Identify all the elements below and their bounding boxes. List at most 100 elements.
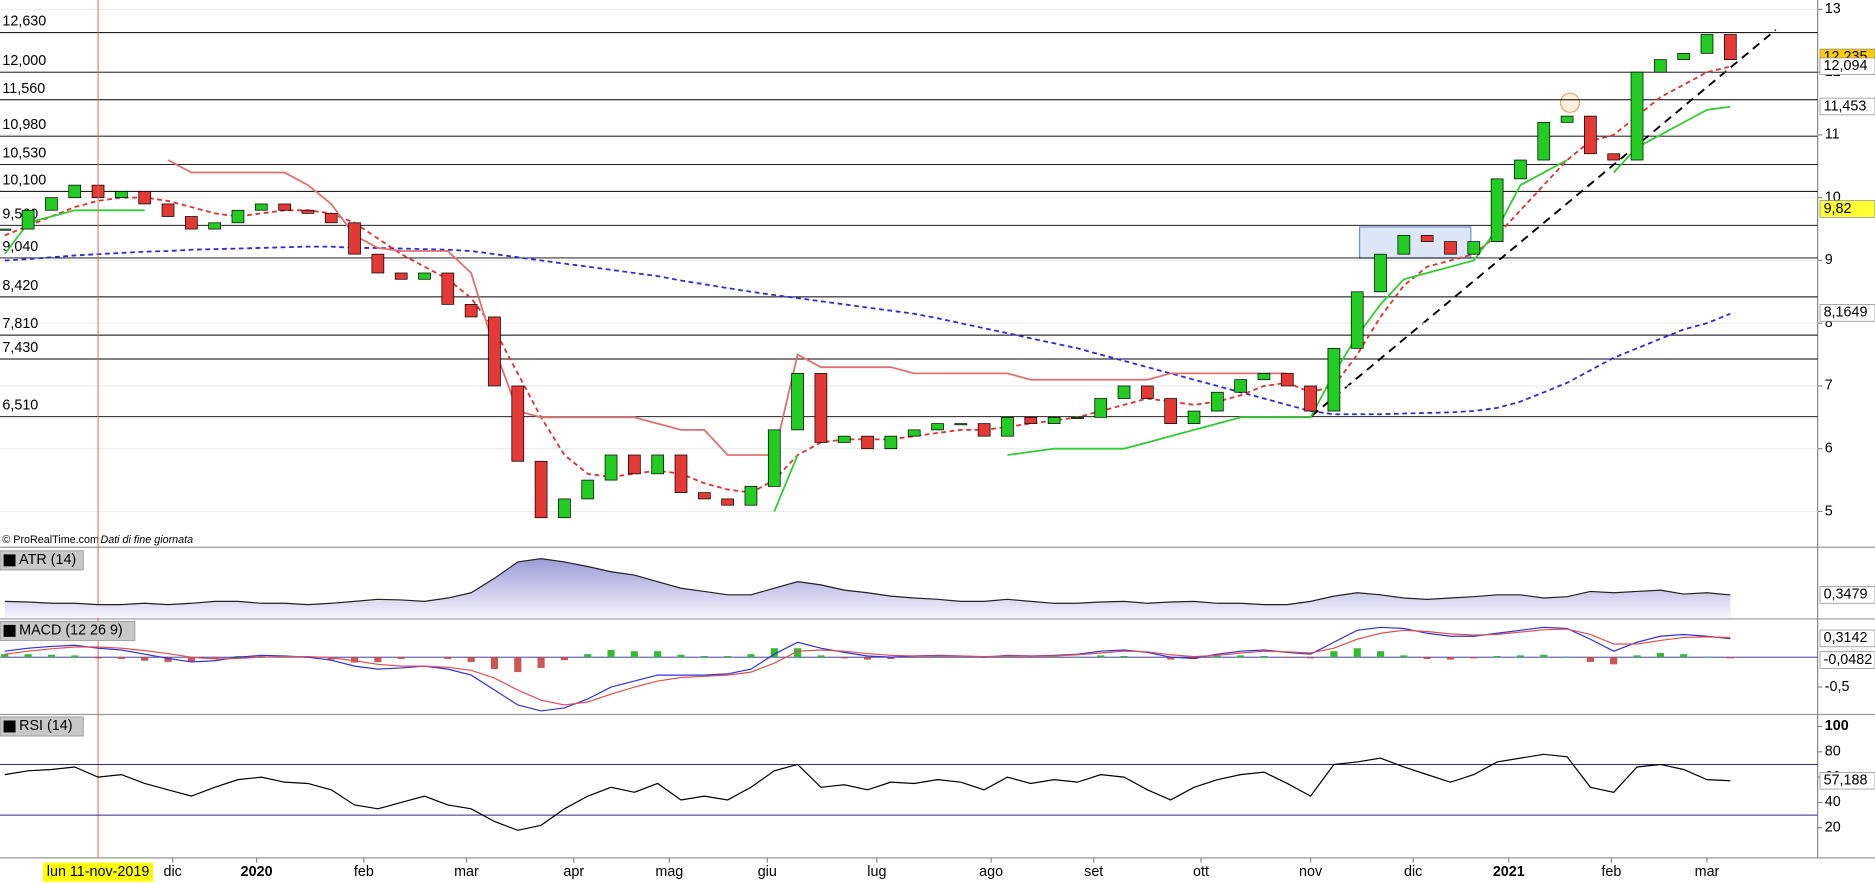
x-tick-label: 2021 xyxy=(1493,864,1525,880)
y-tick-label: 80 xyxy=(1825,744,1841,760)
level-label: 7,810 xyxy=(2,316,38,332)
candle xyxy=(1117,385,1131,399)
candle xyxy=(0,228,12,231)
histogram-bar xyxy=(537,657,545,668)
level-label: 10,530 xyxy=(2,145,46,161)
y-tick-label: 5 xyxy=(1825,503,1833,519)
candle xyxy=(1514,159,1527,180)
histogram-bar xyxy=(863,657,872,660)
level-label: 10,100 xyxy=(2,172,46,188)
histogram-bar xyxy=(1237,655,1245,658)
x-tick-label: apr xyxy=(563,864,584,880)
level-label: 7,430 xyxy=(2,340,38,356)
source-note: Dati di fine giornata xyxy=(100,534,193,546)
histogram-bar xyxy=(1003,656,1012,658)
candle xyxy=(534,460,548,519)
candle xyxy=(511,385,525,462)
candle xyxy=(1187,410,1201,424)
candle xyxy=(884,435,898,450)
candle xyxy=(744,486,758,506)
x-tick-label: giu xyxy=(758,864,777,880)
histogram-bar xyxy=(1563,656,1571,658)
histogram-bar xyxy=(24,654,32,658)
candle xyxy=(581,479,595,500)
histogram-bar xyxy=(933,656,942,658)
histogram-bar xyxy=(677,654,685,658)
level-label: 8,420 xyxy=(2,278,38,294)
y-tick-label: 100 xyxy=(1825,718,1849,734)
value-label: 57,188 xyxy=(1824,772,1868,788)
candle xyxy=(721,498,734,506)
x-tick-label: mar xyxy=(454,864,479,880)
histogram-bar xyxy=(1633,655,1641,658)
histogram-bar xyxy=(584,654,592,658)
candle xyxy=(488,316,501,387)
histogram-bar xyxy=(71,655,79,658)
level-label: 10,980 xyxy=(2,117,46,133)
histogram-bar xyxy=(1680,654,1688,658)
rsi-line xyxy=(4,753,1731,831)
histogram-bar xyxy=(560,657,569,661)
y-tick-label: -0,5 xyxy=(1825,679,1850,695)
histogram-bar xyxy=(211,657,219,659)
candle xyxy=(1094,398,1108,418)
candle xyxy=(301,209,315,214)
x-tick-label: nov xyxy=(1299,864,1323,880)
candle xyxy=(1071,416,1084,419)
price-label: 8,1649 xyxy=(1824,305,1868,321)
candle xyxy=(1257,373,1271,381)
candle xyxy=(697,492,711,500)
price-label: 9,82 xyxy=(1824,201,1852,217)
overlay-line xyxy=(4,105,1731,512)
candle xyxy=(1210,391,1224,412)
cursor-label-bg xyxy=(43,862,154,882)
histogram-bar xyxy=(1610,657,1618,665)
panel-title: RSI (14) xyxy=(19,718,72,734)
histogram-bar xyxy=(1330,651,1338,658)
x-tick-label: dic xyxy=(164,864,182,880)
histogram-bar xyxy=(1540,654,1548,658)
value-label: 0,3142 xyxy=(1824,630,1868,646)
histogram-bar xyxy=(630,651,638,658)
histogram-bar xyxy=(1120,655,1128,658)
histogram-bar xyxy=(724,655,732,658)
candle xyxy=(254,203,268,211)
histogram-bar xyxy=(187,657,195,662)
candle xyxy=(977,423,991,437)
y-tick-label: 11 xyxy=(1825,127,1840,143)
candle xyxy=(767,429,781,487)
candle xyxy=(371,253,385,274)
histogram-bar xyxy=(1213,655,1221,658)
histogram-bar xyxy=(397,657,405,659)
histogram-bar xyxy=(770,648,778,658)
candle xyxy=(278,203,291,211)
y-tick-label: 6 xyxy=(1825,441,1833,457)
candle xyxy=(418,272,431,280)
candle xyxy=(441,272,455,305)
candle xyxy=(1607,153,1621,161)
panel-title: ATR (14) xyxy=(19,552,76,568)
histogram-bar xyxy=(94,657,102,659)
histogram-bar xyxy=(257,655,265,658)
highlight-circle xyxy=(1559,92,1581,113)
price-label: 12,094 xyxy=(1824,58,1868,74)
histogram-bar xyxy=(350,657,359,663)
histogram-bar xyxy=(164,657,172,662)
candle xyxy=(1234,379,1247,393)
candle xyxy=(1700,34,1714,54)
histogram-bar xyxy=(1423,657,1431,659)
candle xyxy=(324,213,338,224)
source: © ProRealTime.com xyxy=(2,534,99,546)
x-tick-label: dic xyxy=(1404,864,1422,880)
histogram-bar xyxy=(747,654,755,658)
candle xyxy=(651,454,665,475)
macd-line xyxy=(4,626,1731,712)
price-label: 11,453 xyxy=(1824,98,1867,114)
x-tick-label: lug xyxy=(867,864,886,880)
histogram-bar xyxy=(654,651,662,658)
candle xyxy=(814,373,828,443)
candle xyxy=(1630,71,1644,161)
histogram-bar xyxy=(1143,657,1151,658)
histogram-bar xyxy=(1470,657,1478,659)
